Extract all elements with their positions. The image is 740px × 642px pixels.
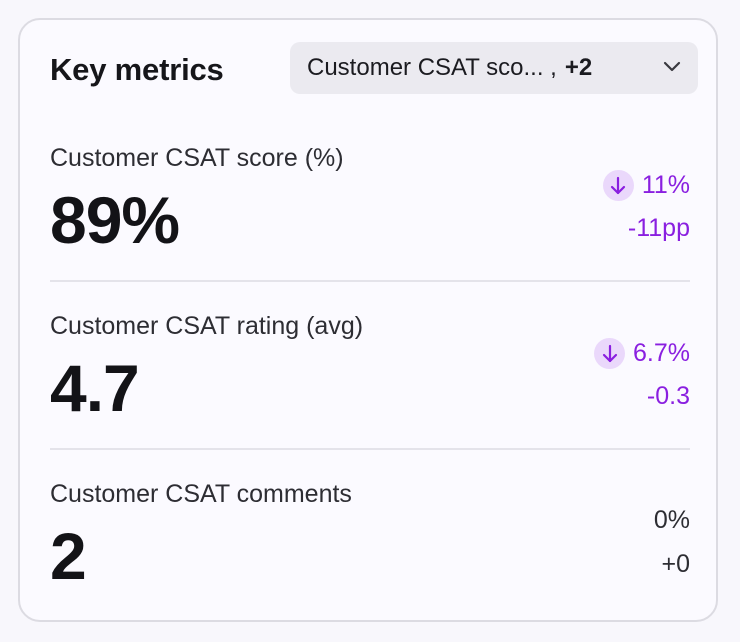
metric-delta-abs: -11pp [627, 214, 690, 242]
filter-selected-label: Customer CSAT sco... , [307, 54, 557, 81]
metric-value: 2 [50, 519, 87, 593]
metric-delta-abs: -0.3 [646, 382, 690, 410]
filter-extra-count: +2 [564, 54, 593, 81]
divider [50, 280, 690, 282]
metric-label: Customer CSAT score (%) [50, 144, 344, 172]
delta-percent-text: 11% [641, 171, 690, 199]
metric-value: 89% [50, 183, 180, 257]
metric-delta-percent: 0% [654, 506, 690, 535]
card-title: Key metrics [50, 52, 224, 87]
delta-percent-text: 0% [653, 506, 690, 534]
metric-filter-dropdown[interactable]: Customer CSAT sco... , +2 [290, 42, 698, 94]
metric-row: Customer CSAT comments 2 0% +0 [50, 480, 690, 620]
delta-percent-text: 6.7% [633, 339, 690, 367]
arrow-down-icon [594, 338, 626, 369]
metric-label: Customer CSAT comments [50, 480, 352, 508]
metric-delta-percent: 6.7% [594, 338, 690, 369]
arrow-down-icon [602, 170, 634, 201]
metric-delta-percent: 11% [602, 170, 690, 201]
metric-delta-abs: +0 [661, 550, 690, 578]
metric-label: Customer CSAT rating (avg) [50, 312, 364, 340]
key-metrics-card: Key metrics Customer CSAT sco... , +2 Cu… [18, 18, 718, 622]
metric-row: Customer CSAT rating (avg) 4.7 6.7% -0.3 [50, 312, 690, 452]
metric-row: Customer CSAT score (%) 89% 11% -11pp [50, 144, 690, 284]
metric-value: 4.7 [50, 351, 140, 425]
divider [50, 448, 690, 450]
chevron-down-icon [663, 61, 681, 72]
